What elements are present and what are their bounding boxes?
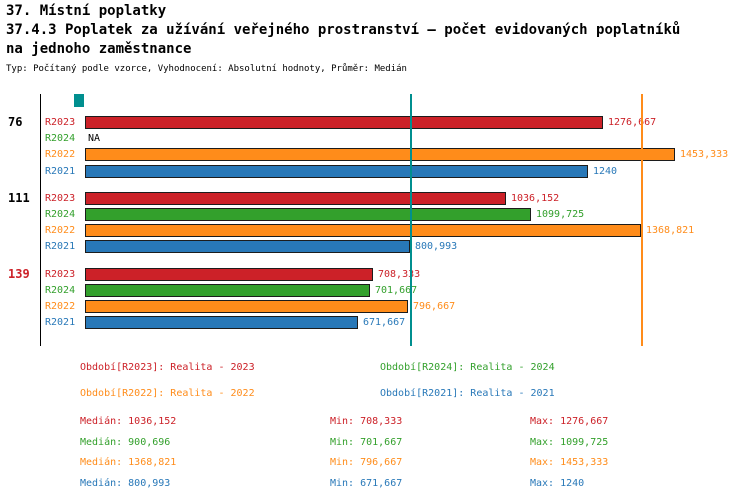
y-axis-line [40, 94, 41, 346]
stat-min-r2022: Min: 796,667 [330, 457, 403, 468]
series-label: R2022 [45, 225, 76, 237]
stat-median-r2022: Medián: 1368,821 [80, 457, 177, 468]
series-label: R2024 [45, 133, 76, 145]
stat-median-r2024: Medián: 900,696 [80, 437, 171, 448]
series-label: R2022 [45, 301, 76, 312]
bar-r2022 [85, 148, 675, 162]
series-label: R2021 [45, 165, 76, 177]
stat-max-r2022: Max: 1453,333 [530, 457, 609, 468]
series-label: R2024 [45, 284, 76, 296]
bar-value-label: 1368,821 [646, 225, 695, 237]
bar-r2022 [85, 300, 408, 313]
bar-r2022 [85, 224, 641, 238]
series-label: R2022 [45, 149, 76, 161]
bar-r2024 [85, 208, 531, 221]
bar-value-label: 671,667 [363, 317, 406, 329]
stat-max-r2024: Max: 1099,725 [530, 437, 609, 448]
chart-meta: Typ: Počítaný podle vzorce, Vyhodnocení:… [6, 64, 407, 74]
page-title: 37. Místní poplatky [6, 3, 167, 19]
stat-median-r2023: Medián: 1036,152 [80, 416, 177, 427]
group-label: 76 [8, 115, 23, 129]
bar-r2021 [85, 240, 410, 254]
bar-r2021 [85, 164, 588, 178]
stat-median-r2021: Medián: 800,993 [80, 478, 171, 489]
group-label: 139 [8, 266, 30, 281]
bar-value-label: 1036,152 [511, 192, 560, 204]
stat-min-r2021: Min: 671,667 [330, 478, 403, 489]
bar-r2021 [85, 316, 358, 330]
bar-r2024 [85, 283, 370, 297]
bar-value-label: 701,667 [375, 284, 418, 296]
stat-max-r2023: Max: 1276,667 [530, 416, 609, 427]
series-label: R2021 [45, 241, 76, 253]
bar-r2023 [85, 191, 506, 205]
bar-value-label: NA [88, 133, 101, 145]
series-label: R2021 [45, 317, 76, 329]
bar-value-label: 796,667 [413, 301, 456, 312]
chart-subtitle-line2: na jednoho zaměstnance [6, 41, 192, 57]
chart-subtitle-line1: 37.4.3 Poplatek za užívání veřejného pro… [6, 22, 681, 38]
series-label: R2023 [45, 192, 76, 204]
median-line [641, 94, 643, 346]
bar-value-label: 1276,667 [608, 117, 657, 128]
bar-value-label: 800,993 [415, 241, 458, 253]
stat-max-r2021: Max: 1240 [530, 478, 585, 489]
legend-item-r2023: Období[R2023]: Realita - 2023 [80, 362, 255, 373]
chart-area: 76 R2023 1276,667 R2024 NA R2022 1453,333 R2021… [0, 92, 750, 354]
median-line [410, 94, 412, 346]
bar-value-label: 1099,725 [536, 209, 585, 220]
series-label: R2024 [45, 209, 76, 220]
teal-marker [74, 94, 84, 107]
group-label: 111 [8, 190, 30, 205]
series-label: R2023 [45, 117, 76, 128]
stat-min-r2024: Min: 701,667 [330, 437, 403, 448]
legend-item-r2021: Období[R2021]: Realita - 2021 [380, 388, 555, 399]
bar-r2023 [85, 267, 373, 281]
legend-item-r2024: Období[R2024]: Realita - 2024 [380, 362, 555, 373]
legend-item-r2022: Období[R2022]: Realita - 2022 [80, 388, 255, 399]
series-label: R2023 [45, 268, 76, 280]
bar-r2023 [85, 116, 603, 129]
stat-min-r2023: Min: 708,333 [330, 416, 403, 427]
bar-value-label: 1240 [593, 165, 618, 177]
bar-value-label: 708,333 [378, 268, 421, 280]
bar-value-label: 1453,333 [680, 149, 729, 161]
